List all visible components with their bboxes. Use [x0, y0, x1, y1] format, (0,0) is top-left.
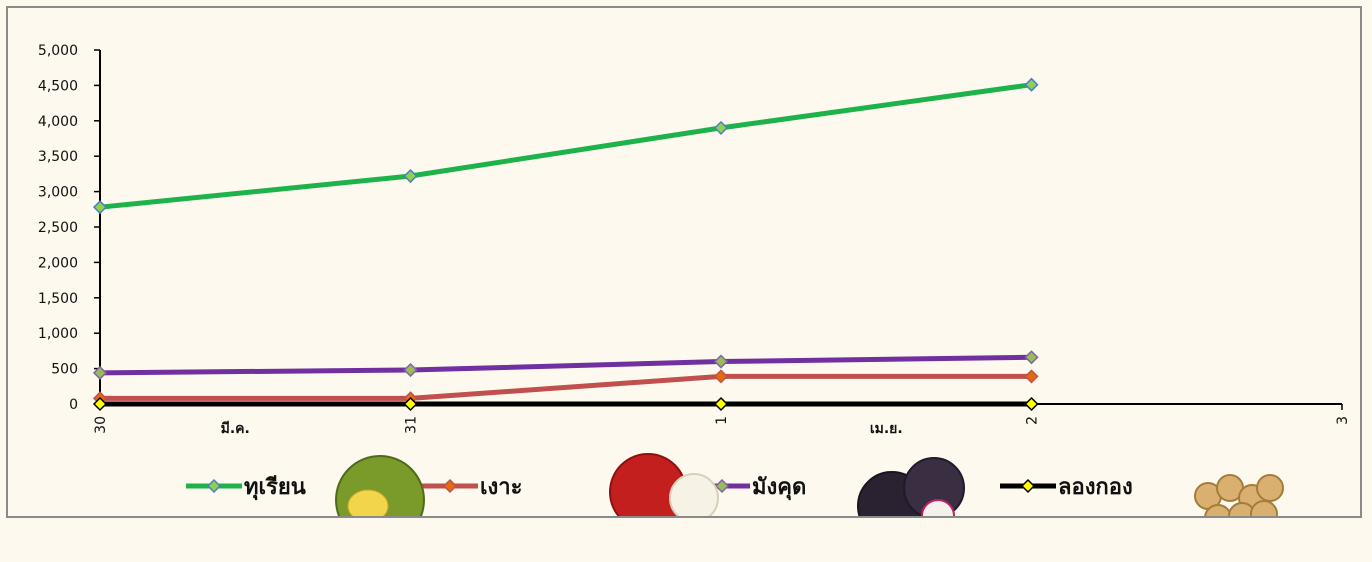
y-tick-label: 3,500 [38, 149, 78, 165]
data-point [403, 362, 418, 378]
y-tick-label: 2,500 [38, 220, 78, 236]
data-point [713, 396, 729, 412]
data-point [713, 369, 729, 384]
data-point [403, 168, 418, 184]
y-tick-label: 3,000 [38, 185, 78, 201]
rambutan-peeled [669, 473, 719, 516]
data-point [92, 365, 108, 380]
legend-entry: ทุเรียน [244, 475, 306, 501]
x-tick-label: 3 [1335, 416, 1351, 425]
y-tick-label: 5,000 [38, 43, 78, 59]
data-point [403, 396, 418, 412]
data-point [92, 200, 108, 215]
legend-entry: เงาะ [480, 475, 522, 500]
y-tick-label: 500 [51, 362, 78, 378]
data-point [1024, 396, 1039, 412]
y-tick-label: 1,000 [38, 326, 78, 342]
month-label: มี.ค. [221, 421, 250, 437]
y-tick-label: 4,500 [38, 78, 78, 94]
data-point [1024, 77, 1039, 92]
durian-flesh [347, 489, 389, 516]
legend-marker [206, 478, 222, 494]
mangosteen-image-2 [903, 457, 965, 516]
longkong-image [1204, 504, 1232, 516]
data-point [1024, 369, 1039, 384]
series-line-2 [99, 354, 1032, 376]
longkong-image [1228, 502, 1256, 516]
y-tick-label: 1,500 [38, 291, 78, 307]
chart-frame: 0 500 1,000 1,500 2,000 2,500 3,000 3,500 4,000 4… [6, 6, 1362, 518]
legend-marker [714, 478, 730, 494]
month-label: เม.ย. [870, 421, 903, 437]
legend-entry: มังคุด [752, 475, 806, 501]
mangosteen-flesh [921, 499, 955, 516]
data-point [713, 120, 729, 135]
data-point [92, 396, 108, 412]
x-tick-label: 1 [714, 416, 730, 425]
line-chart: 0 500 1,000 1,500 2,000 2,500 3,000 3,500 4,000 4… [38, 43, 1351, 516]
legend-marker [442, 478, 458, 494]
series-line-1 [100, 373, 1032, 401]
data-point [1024, 350, 1039, 365]
series-line-0 [99, 82, 1032, 210]
data-point [713, 354, 729, 369]
x-tick-label: 31 [404, 416, 420, 434]
longkong-image [1250, 500, 1278, 516]
longkong-image [1256, 474, 1284, 502]
y-tick-label: 4,000 [38, 114, 78, 130]
x-tick-label: 2 [1025, 416, 1041, 425]
y-tick-label: 0 [69, 397, 78, 413]
legend-marker [1020, 478, 1036, 494]
x-tick-label: 30 [93, 416, 109, 434]
legend-entry: ลองกอง [1058, 475, 1133, 500]
y-tick-label: 2,000 [38, 255, 78, 271]
